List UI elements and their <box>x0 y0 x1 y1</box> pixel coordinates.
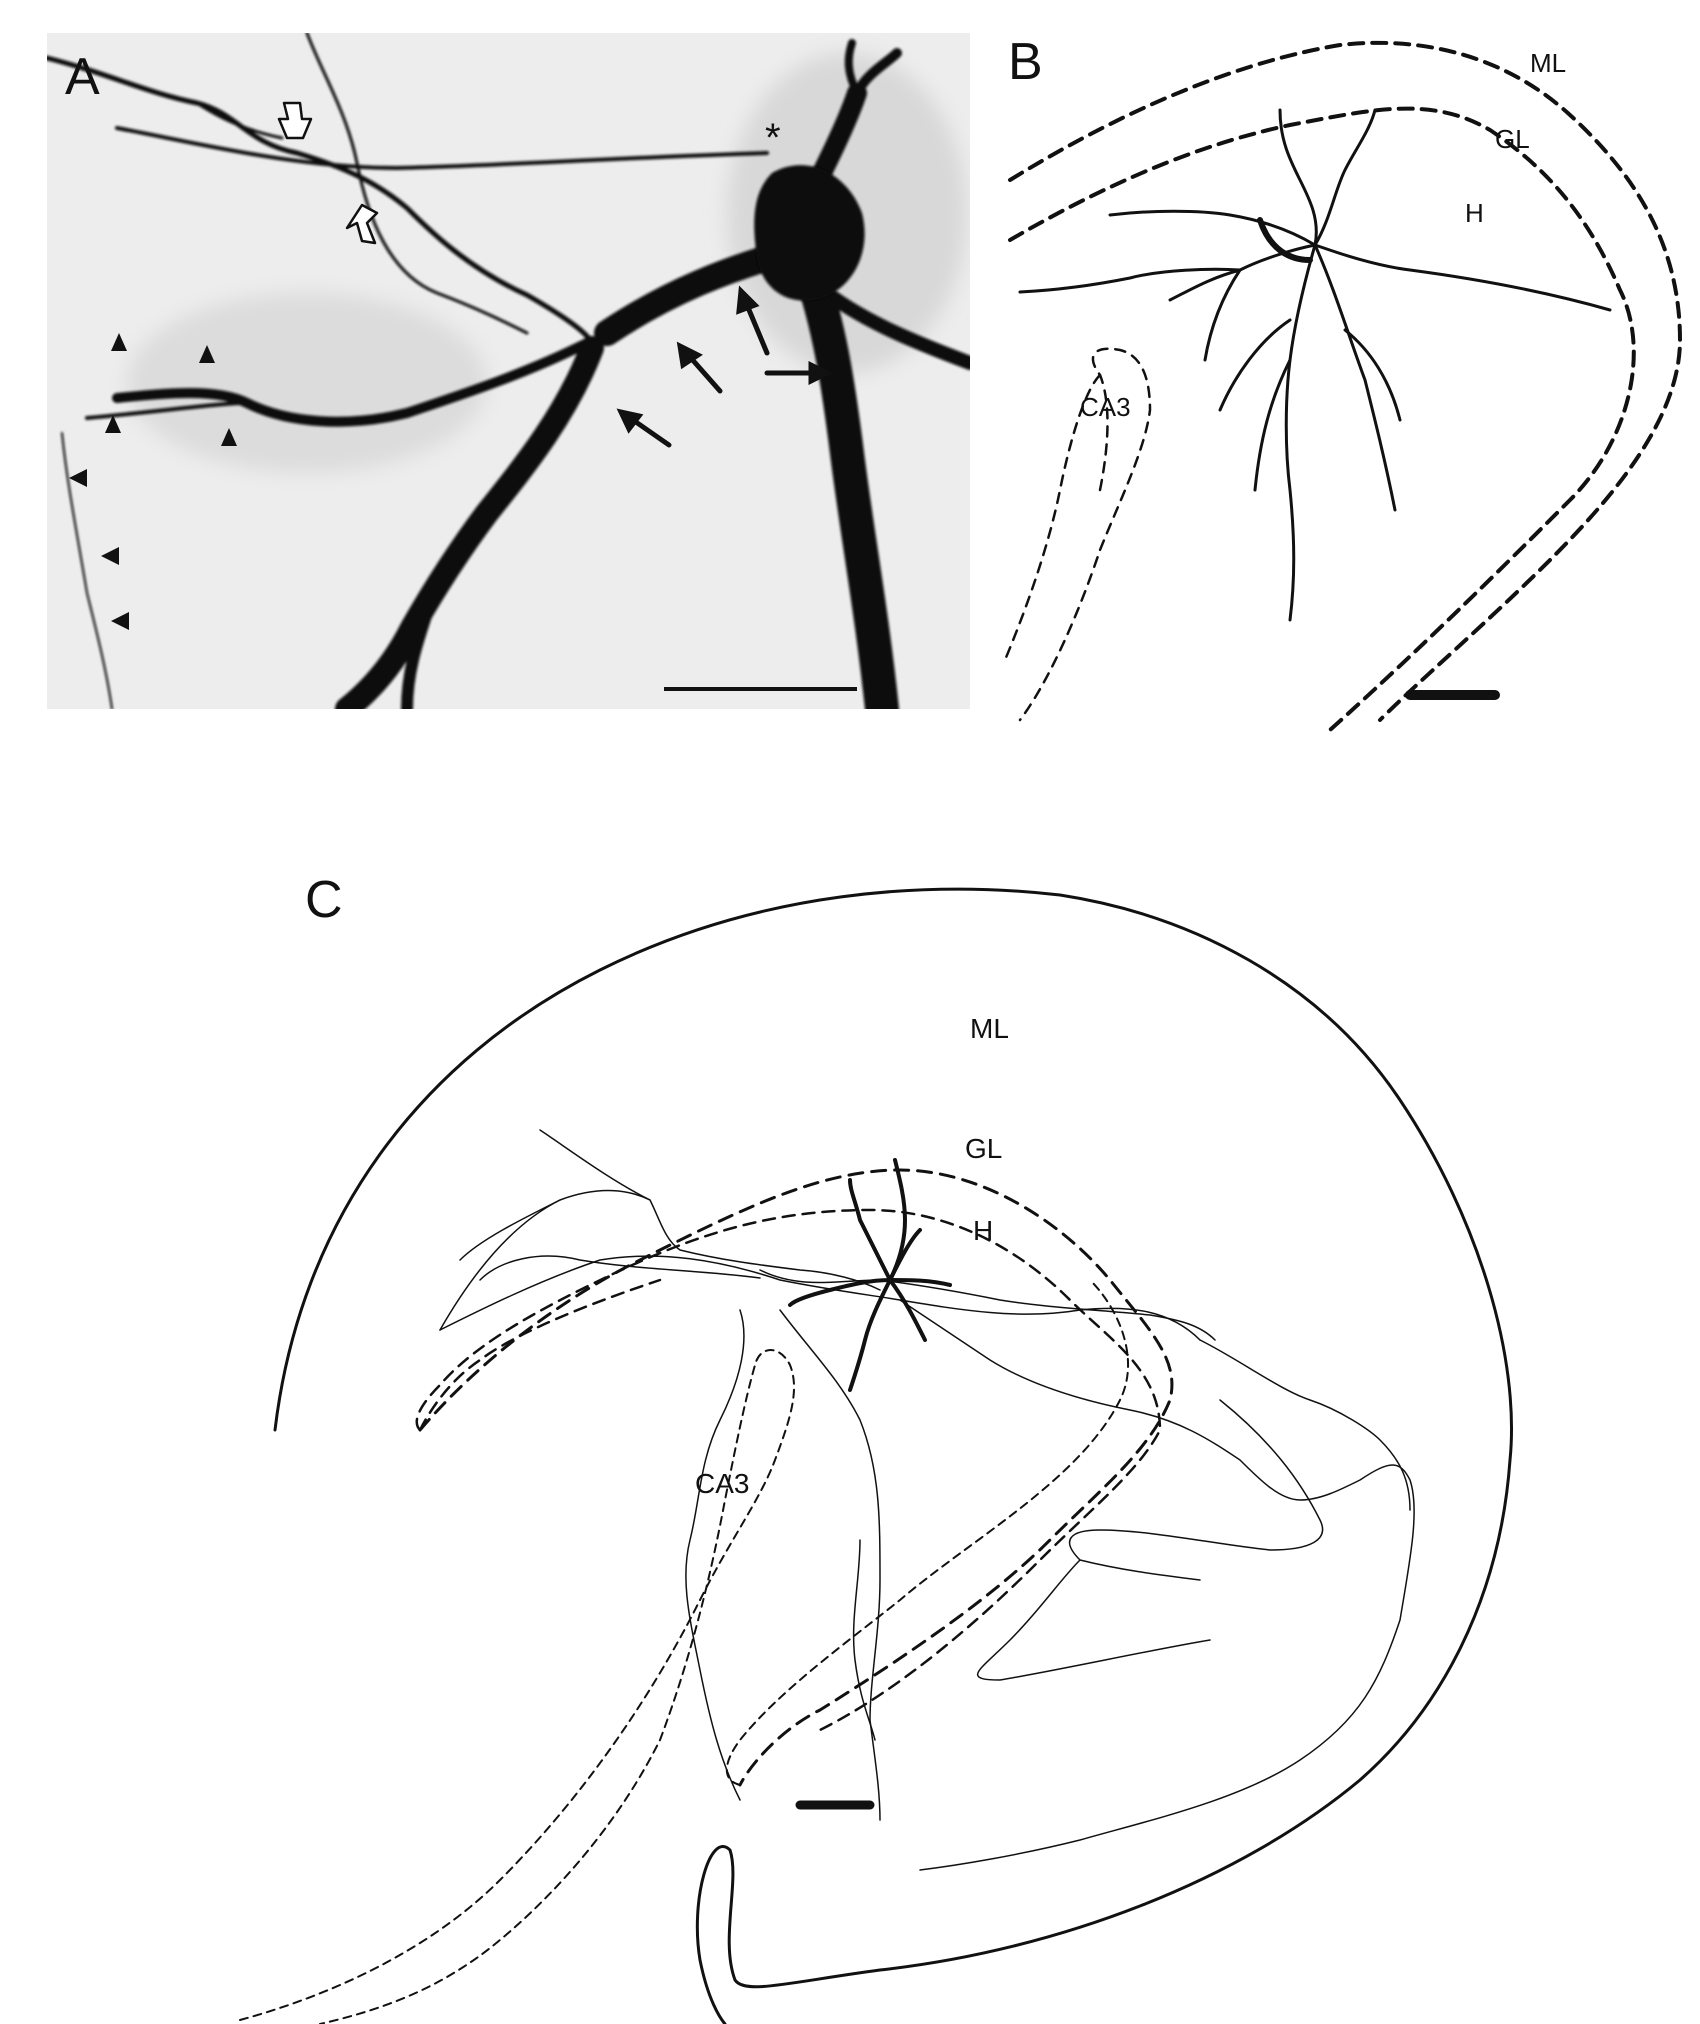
panel-a-micrograph: * A <box>47 33 970 709</box>
label-ml: ML <box>1530 48 1566 78</box>
label-gl: GL <box>1495 124 1530 154</box>
panel-b-diagram: ML GL H CA3 <box>1003 40 1683 732</box>
label-ca3: CA3 <box>695 1468 749 1499</box>
panel-c-drawing: ML GL H CA3 C <box>0 840 1700 2024</box>
label-ml: ML <box>970 1013 1009 1044</box>
panel-a-letter: A <box>65 48 100 106</box>
label-h: H <box>973 1215 993 1246</box>
label-ca3: CA3 <box>1080 392 1131 422</box>
micrograph-image: * <box>47 33 970 709</box>
label-h: H <box>1465 198 1484 228</box>
label-gl: GL <box>965 1133 1002 1164</box>
asterisk-marker: * <box>765 116 781 160</box>
panel-b-letter: B <box>1008 33 1043 91</box>
panel-c-diagram: ML GL H CA3 <box>239 887 1514 2024</box>
panel-b-drawing: ML GL H CA3 B <box>990 20 1690 740</box>
panel-c-letter: C <box>305 871 343 929</box>
